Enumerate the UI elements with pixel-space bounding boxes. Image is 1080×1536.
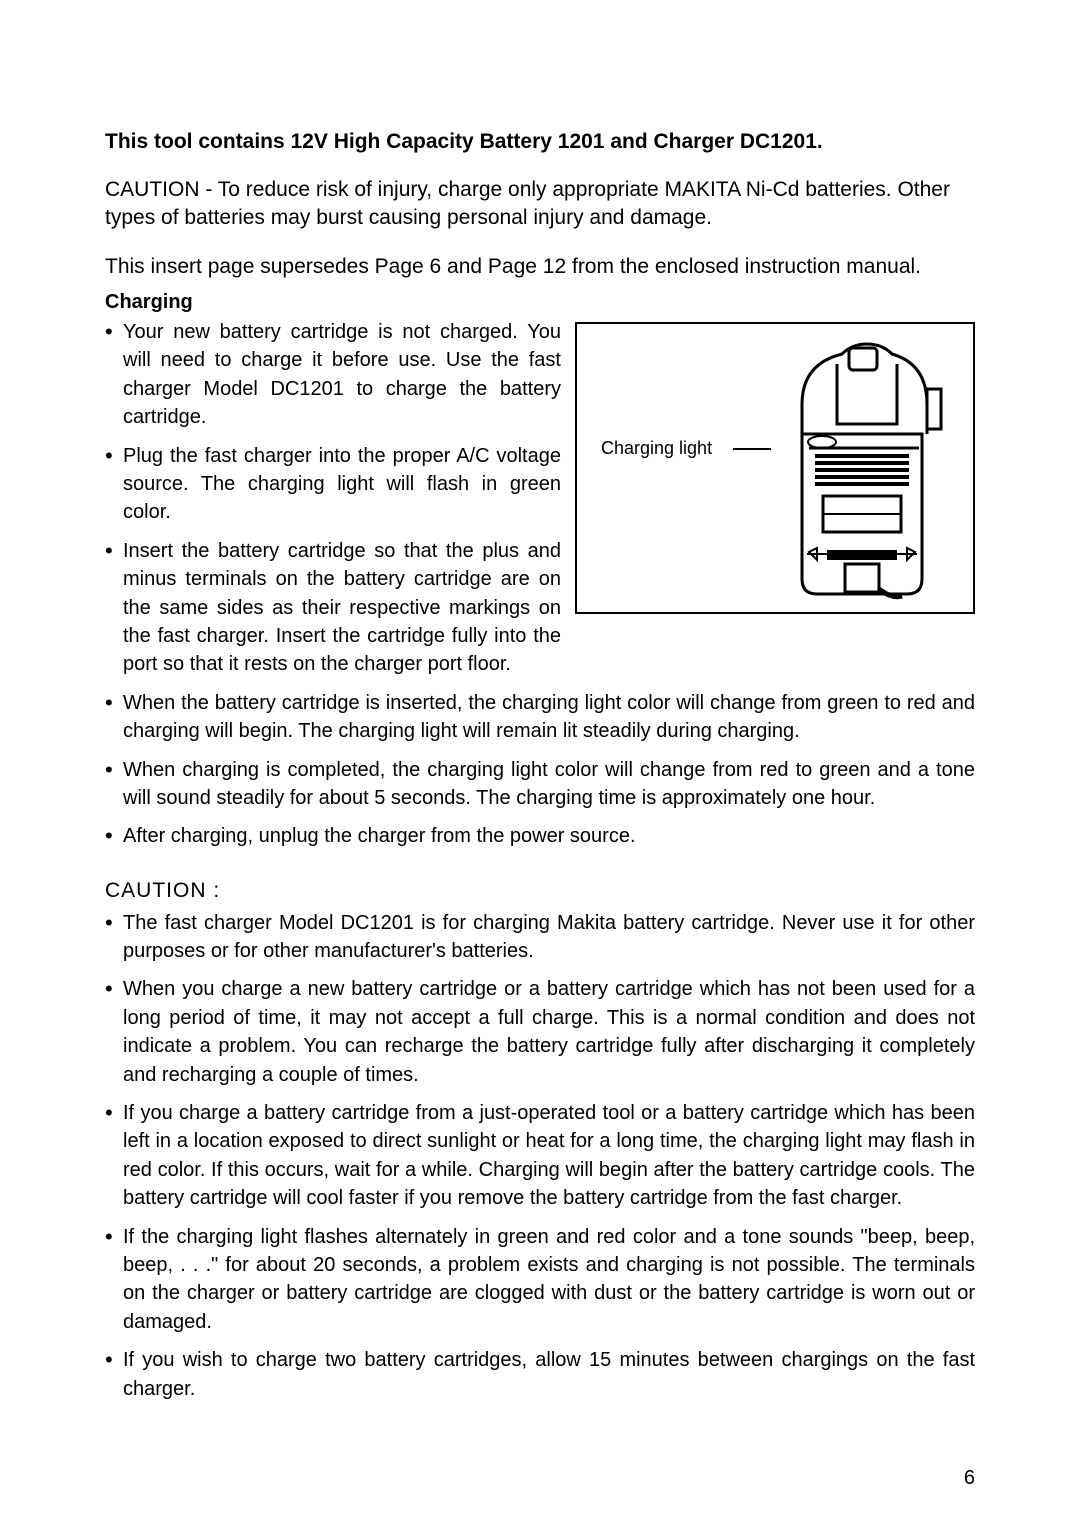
charging-bullets: Your new battery cartridge is not charge… — [105, 318, 975, 851]
list-item: If the charging light flashes alternatel… — [105, 1223, 975, 1337]
charging-heading: Charging — [105, 291, 975, 314]
insert-supersede-line: This insert page supersedes Page 6 and P… — [105, 253, 975, 281]
list-item: When charging is completed, the charging… — [105, 756, 975, 813]
list-item: When you charge a new battery cartridge … — [105, 975, 975, 1089]
charging-section: Charging Charging light — [105, 291, 975, 861]
title-line: This tool contains 12V High Capacity Bat… — [105, 130, 975, 154]
caution-bullets: The fast charger Model DC1201 is for cha… — [105, 909, 975, 1403]
page-number: 6 — [964, 1467, 975, 1490]
list-item: When the battery cartridge is inserted, … — [105, 689, 975, 746]
list-item: If you charge a battery cartridge from a… — [105, 1099, 975, 1213]
list-item: Insert the battery cartridge so that the… — [105, 537, 975, 679]
list-item: Your new battery cartridge is not charge… — [105, 318, 975, 432]
list-item: After charging, unplug the charger from … — [105, 822, 975, 850]
list-item: Plug the fast charger into the proper A/… — [105, 442, 975, 527]
caution-heading: CAUTION : — [105, 879, 975, 903]
list-item: If you wish to charge two battery cartri… — [105, 1346, 975, 1403]
list-item: The fast charger Model DC1201 is for cha… — [105, 909, 975, 966]
caution-top-paragraph: CAUTION - To reduce risk of injury, char… — [105, 176, 975, 233]
